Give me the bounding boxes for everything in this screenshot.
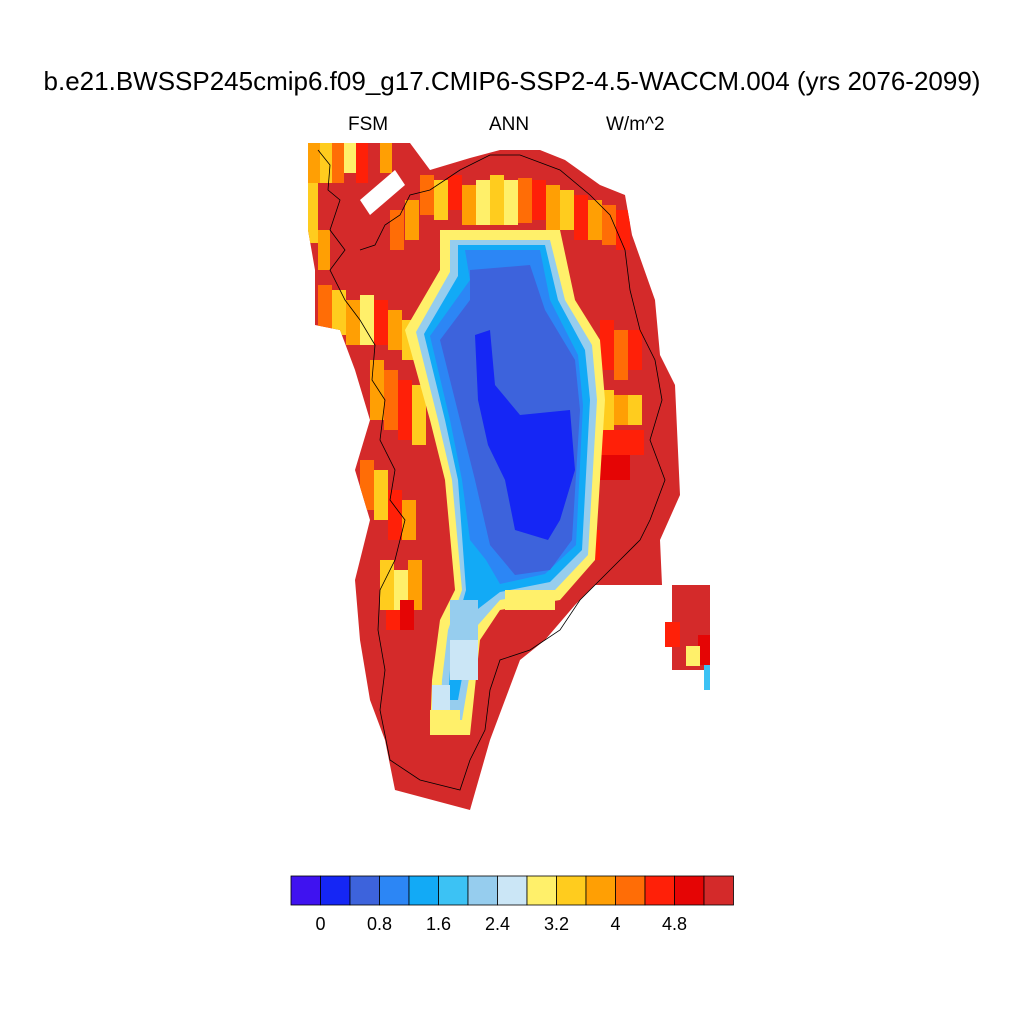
ice-core — [440, 265, 580, 575]
colorbar-swatch — [644, 875, 675, 906]
colorbar-swatch — [290, 875, 321, 906]
colorbar-swatch — [615, 875, 646, 906]
colorbar-tick-label: 2.4 — [485, 914, 510, 934]
units-label: W/m^2 — [606, 114, 665, 135]
greenland-field — [308, 143, 680, 810]
colorbar-swatch — [497, 875, 528, 906]
season-label: ANN — [489, 114, 530, 135]
variable-label: FSM — [348, 114, 389, 135]
northwest-gap — [360, 170, 405, 215]
colorbar-swatch — [556, 875, 587, 906]
colorbar-swatch — [467, 875, 498, 906]
colorbar-swatch — [585, 875, 616, 906]
east-island — [665, 585, 710, 690]
colorbar-tick-label: 4 — [610, 914, 620, 934]
colorbar-swatch — [320, 875, 351, 906]
colorbar-tick-label: 4.8 — [662, 914, 687, 934]
colorbar-tick-label: 0.8 — [367, 914, 392, 934]
colorbar-swatch — [703, 875, 734, 906]
plot-title: b.e21.BWSSP245cmip6.f09_g17.CMIP6-SSP2-4… — [43, 66, 981, 96]
colorbar-tick-label: 0 — [315, 914, 325, 934]
colorbar-swatch — [379, 875, 410, 906]
coastline — [317, 149, 666, 791]
colorbar-swatch — [408, 875, 439, 906]
colorbar-swatch — [674, 875, 705, 906]
colorbar-swatch — [526, 875, 557, 906]
colorbar-swatch — [349, 875, 380, 906]
colorbar-swatch — [438, 875, 469, 906]
south-ice-tongue — [430, 590, 555, 735]
colorbar-tick-label: 3.2 — [544, 914, 569, 934]
colorbar-tick-label: 1.6 — [426, 914, 451, 934]
